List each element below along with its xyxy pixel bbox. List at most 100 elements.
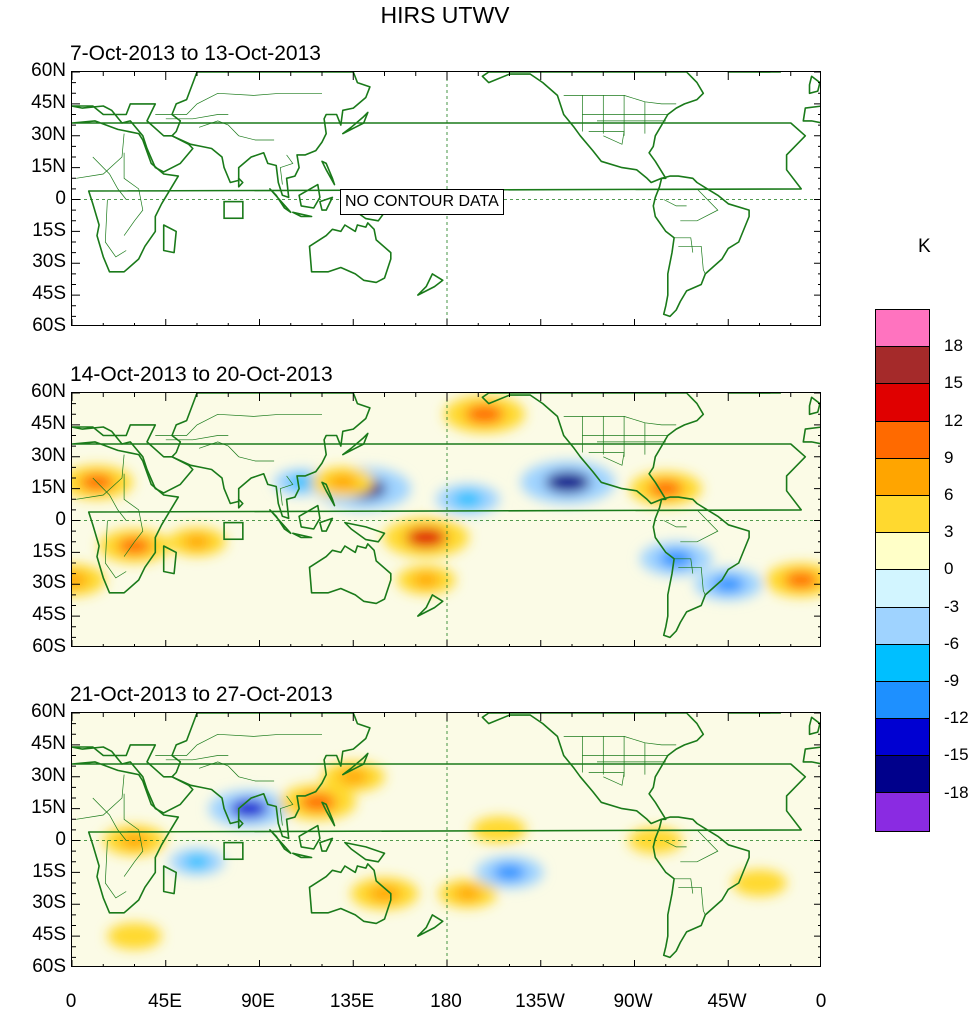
country-border — [279, 795, 294, 826]
lon-label-135w: 135W — [515, 991, 565, 1012]
coastline — [417, 594, 444, 617]
panel-3-map — [71, 712, 821, 967]
anomaly-core-11 — [712, 576, 745, 593]
coastline — [72, 761, 807, 914]
colorbar-level-label: -15 — [944, 745, 969, 765]
coastline — [481, 72, 705, 184]
colorbar-level-label: -12 — [944, 708, 969, 728]
country-border — [663, 840, 687, 848]
colorbar-level-label: 9 — [944, 447, 954, 467]
country-border — [123, 473, 144, 557]
chart-title: HIRS UTWV — [380, 2, 510, 28]
country-border — [588, 772, 625, 786]
colorbar-level-label: 12 — [944, 410, 963, 430]
country-border — [76, 133, 125, 179]
coastline — [298, 824, 321, 850]
colorbar-swatch — [876, 570, 929, 608]
coastline — [321, 160, 336, 186]
country-border — [198, 441, 275, 462]
lat-label-p2-4: 0 — [55, 508, 66, 530]
anomaly-core-2 — [453, 491, 483, 507]
coastline — [802, 105, 820, 124]
colorbar-swatch — [876, 347, 929, 385]
coastline — [292, 852, 313, 859]
colorbar-swatch — [876, 681, 929, 720]
colorbar-swatch — [876, 421, 929, 459]
lat-label-p1-1: 45N — [31, 91, 66, 113]
country-border — [104, 199, 127, 258]
lon-label-90w: 90W — [613, 991, 653, 1012]
country-border — [678, 566, 706, 596]
colorbar-swatch — [876, 793, 929, 831]
country-border — [155, 92, 322, 115]
anomaly-halo-9 — [72, 563, 106, 597]
country-border — [663, 520, 687, 528]
no-contour-data-label: NO CONTOUR DATA — [340, 189, 504, 215]
anomaly-core-4 — [465, 404, 504, 424]
anomaly-core-11 — [746, 876, 773, 890]
coastline — [292, 211, 313, 218]
country-border — [155, 733, 322, 756]
lat-label-p1-6: 30S — [32, 251, 66, 273]
coastline — [652, 816, 750, 959]
region-box — [223, 841, 244, 861]
colorbar-swatch — [876, 458, 929, 496]
coastline — [308, 863, 392, 925]
coastline — [171, 713, 371, 840]
country-border — [198, 120, 275, 141]
coastline — [802, 426, 820, 445]
anomaly-core-12 — [183, 534, 211, 549]
coastline — [269, 509, 292, 535]
country-border — [76, 774, 125, 820]
country-border — [674, 878, 694, 894]
coastline — [417, 914, 444, 937]
coastline — [72, 441, 807, 594]
lat-label-p3-8: 60S — [32, 956, 66, 978]
anomaly-core-3 — [405, 527, 447, 548]
anomaly-core-10 — [121, 929, 148, 943]
country-border — [104, 840, 127, 899]
coastline — [344, 841, 386, 863]
coastline — [808, 75, 820, 95]
coastline — [808, 396, 820, 416]
lon-label-45w: 45W — [707, 991, 747, 1012]
anomaly-core-1 — [545, 471, 591, 493]
field-background — [72, 393, 820, 646]
country-border — [678, 245, 706, 275]
lat-label-p1-0: 60N — [31, 60, 66, 81]
country-border — [680, 509, 719, 543]
coastline — [162, 545, 177, 575]
panel-2-map — [71, 392, 821, 647]
country-border — [663, 199, 687, 207]
lat-label-p2-1: 45N — [31, 412, 66, 434]
region-box — [223, 521, 244, 541]
coastline — [308, 222, 392, 284]
coastline — [802, 746, 820, 765]
colorbar-level-label: -3 — [944, 596, 960, 616]
coastline — [417, 273, 444, 296]
colorbar-level-label: 0 — [944, 559, 954, 579]
colorbar-level-label: 3 — [944, 522, 954, 542]
country-border — [680, 829, 719, 863]
country-border — [563, 736, 677, 746]
anomaly-core-2 — [338, 769, 369, 785]
country-border — [674, 558, 694, 574]
coastline — [298, 504, 321, 530]
coastline — [481, 713, 705, 825]
lat-label-p3-7: 45S — [32, 924, 66, 946]
country-border — [198, 761, 275, 782]
lat-label-p3-1: 45N — [31, 732, 66, 754]
colorbar-swatch — [876, 310, 929, 348]
country-border — [92, 156, 127, 200]
coastline — [321, 481, 336, 507]
lat-label-p2-3: 15N — [31, 476, 66, 498]
colorbar-unit: K — [918, 236, 931, 257]
coastline — [342, 432, 369, 456]
coastline — [292, 532, 313, 539]
colorbar-swatch — [876, 607, 929, 645]
coastline — [171, 72, 371, 199]
lat-label-p2-6: 30S — [32, 572, 66, 594]
anomaly-core-14 — [412, 572, 440, 588]
coastline — [72, 103, 194, 173]
anomaly-core-6 — [486, 823, 512, 837]
